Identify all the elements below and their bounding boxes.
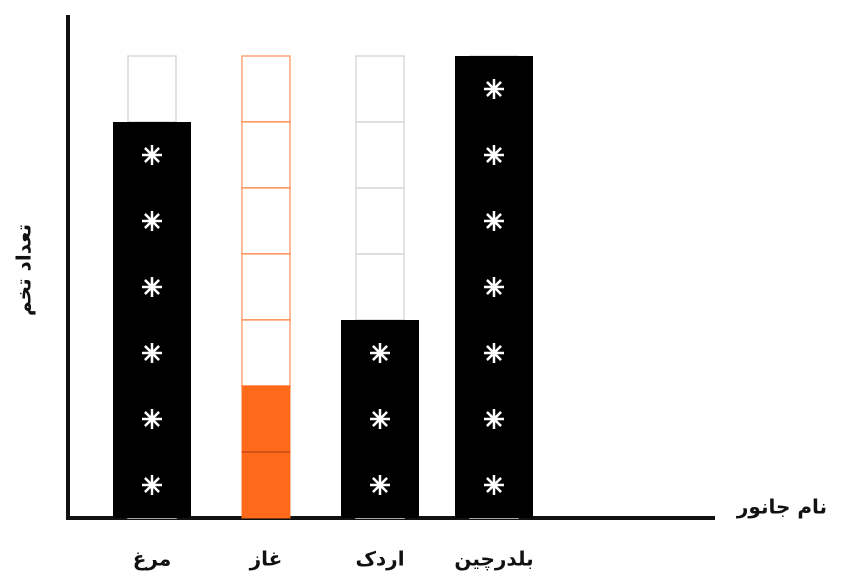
pictogram-star <box>142 409 162 429</box>
x-axis-label: نام جانور <box>736 495 827 519</box>
pictogram-star <box>484 409 504 429</box>
empty-cell <box>355 253 405 321</box>
pictogram-star <box>484 211 504 231</box>
pictogram-star <box>484 145 504 165</box>
pictogram-star <box>142 475 162 495</box>
empty-cell <box>355 121 405 189</box>
pictogram-star <box>484 79 504 99</box>
pictogram-star <box>484 277 504 297</box>
bar <box>113 122 191 518</box>
pictogram-star <box>142 343 162 363</box>
pictogram-star <box>484 475 504 495</box>
x-tick-label: غاز <box>249 547 283 571</box>
empty-cell <box>241 55 291 123</box>
empty-cell <box>355 187 405 255</box>
pictogram-star <box>370 475 390 495</box>
x-tick-label: بلدرچین <box>454 547 533 572</box>
pictogram-star <box>142 145 162 165</box>
pictogram-star <box>484 343 504 363</box>
x-tick-label: اردک <box>355 547 404 571</box>
empty-cell <box>355 55 405 123</box>
pictogram-star <box>370 343 390 363</box>
pictogram-star <box>142 211 162 231</box>
pictogram-star <box>142 277 162 297</box>
empty-cell <box>241 253 291 321</box>
empty-cell <box>241 121 291 189</box>
y-axis-label: تعداد تخم <box>12 224 36 316</box>
empty-cell <box>241 187 291 255</box>
x-tick-label: مرغ <box>133 547 172 571</box>
pictogram-star <box>370 409 390 429</box>
empty-cell <box>127 55 177 123</box>
empty-cell <box>241 319 291 387</box>
